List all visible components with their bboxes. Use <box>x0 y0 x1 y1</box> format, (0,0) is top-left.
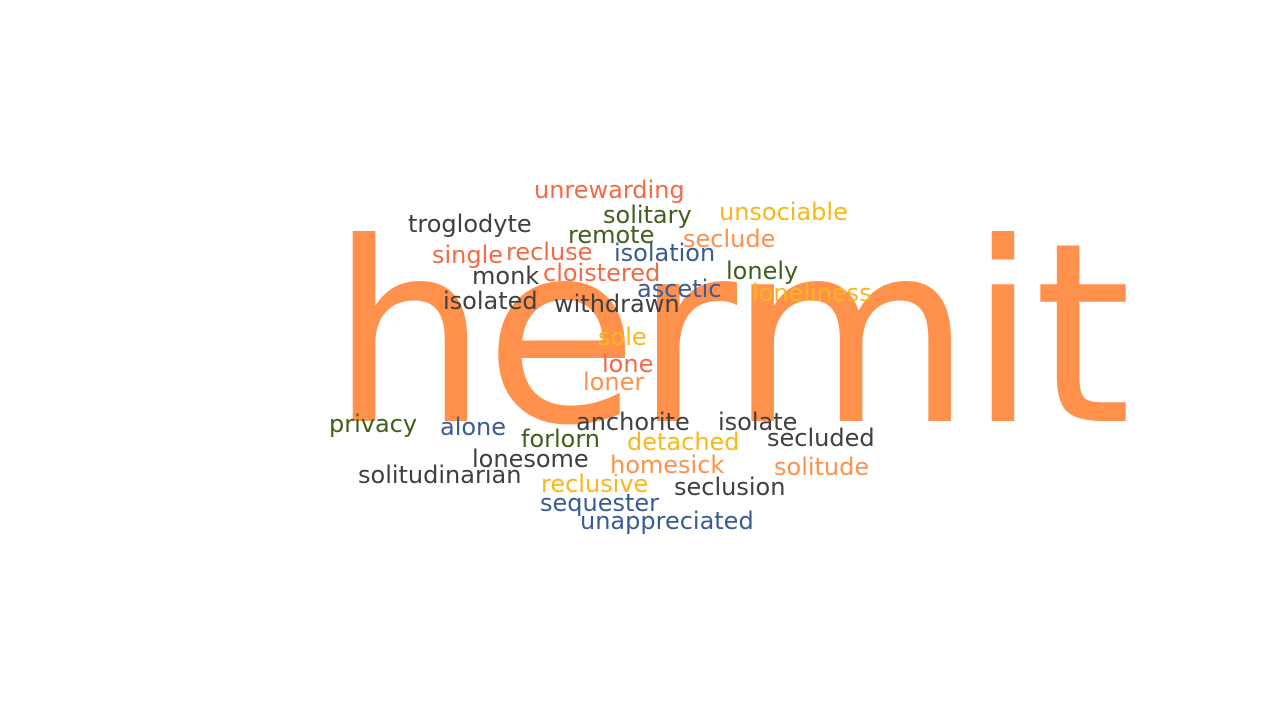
word-isolate: isolate <box>718 408 798 436</box>
word-sequester: sequester <box>540 489 660 517</box>
word-sole: sole <box>598 323 647 351</box>
word-lone: lone <box>602 350 654 378</box>
word-forlorn: forlorn <box>521 425 601 453</box>
main-word: hermit <box>330 189 1132 480</box>
word-seclude: seclude <box>683 225 776 253</box>
word-loner: loner <box>583 368 645 396</box>
word-solitude: solitude <box>774 453 870 481</box>
word-unsociable: unsociable <box>719 198 848 226</box>
word-isolation: isolation <box>614 239 716 267</box>
word-withdrawn: withdrawn <box>554 290 680 318</box>
word-homesick: homesick <box>610 451 725 479</box>
word-reclusive: reclusive <box>541 470 649 498</box>
word-ascetic: ascetic <box>637 275 722 303</box>
word-alone: alone <box>440 413 507 441</box>
word-recluse: recluse <box>506 238 593 266</box>
word-troglodyte: troglodyte <box>408 210 532 238</box>
word-anchorite: anchorite <box>576 408 690 436</box>
word-seclusion: seclusion <box>674 473 786 501</box>
word-privacy: privacy <box>329 410 418 438</box>
word-lonesome: lonesome <box>472 445 589 473</box>
word-monk: monk <box>472 262 540 290</box>
word-unrewarding: unrewarding <box>534 176 685 204</box>
word-secluded: secluded <box>767 424 875 452</box>
word-single: single <box>432 241 504 269</box>
word-solitary: solitary <box>603 201 692 229</box>
word-detached: detached <box>627 428 740 456</box>
word-lonely: lonely <box>726 257 799 285</box>
word-loneliness: loneliness <box>752 279 872 307</box>
word-solitudinarian: solitudinarian <box>358 461 522 489</box>
word-remote: remote <box>568 221 655 249</box>
word-cloistered: cloistered <box>543 259 661 287</box>
word-unappreciated: unappreciated <box>580 507 754 535</box>
word-isolated: isolated <box>443 287 538 315</box>
